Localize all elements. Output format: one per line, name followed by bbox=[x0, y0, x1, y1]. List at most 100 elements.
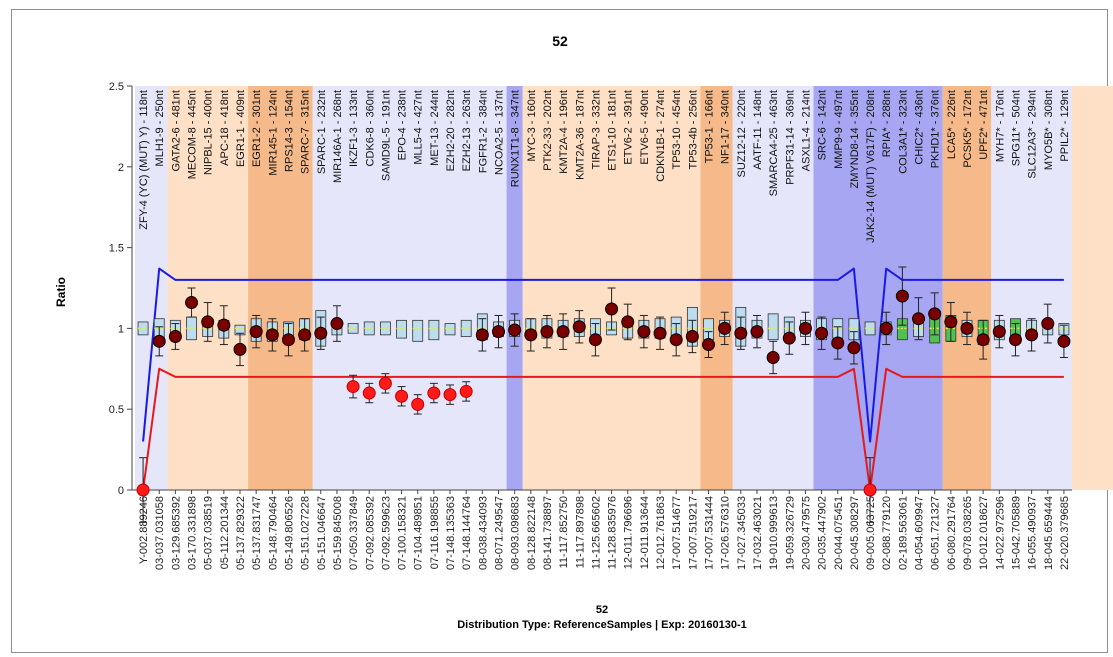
x-tick-label: Y-002.889246 bbox=[138, 496, 150, 564]
ratio-point bbox=[847, 341, 861, 355]
ratio-point bbox=[233, 342, 247, 356]
ratio-point bbox=[815, 326, 829, 340]
probe-label: MYO5B* - 308nt bbox=[1043, 90, 1055, 170]
ratio-point bbox=[782, 331, 796, 345]
ratio-point bbox=[249, 325, 263, 339]
probe-label: MYC-3 - 160nt bbox=[526, 90, 538, 162]
x-tick-label: 07-148.144764 bbox=[461, 496, 473, 570]
probe-label: APC-18 - 418nt bbox=[219, 90, 231, 166]
background-band bbox=[506, 86, 523, 490]
probe-label: SLC12A3* - 294nt bbox=[1027, 90, 1039, 179]
x-tick-label: 07-148.135363 bbox=[445, 496, 457, 570]
background-band bbox=[991, 86, 1072, 490]
x-tick-label: 12-011.796696 bbox=[623, 496, 635, 569]
probe-label: RPS14-3 - 154nt bbox=[283, 90, 295, 172]
background-band bbox=[248, 86, 313, 490]
ratio-point bbox=[459, 384, 473, 398]
ratio-point bbox=[491, 325, 505, 339]
ratio-point bbox=[411, 397, 425, 411]
probe-label: MECOM-8 - 445nt bbox=[187, 90, 199, 179]
probe-label: FGFR1-2 - 384nt bbox=[477, 90, 489, 173]
probe-label: EPO-4 - 238nt bbox=[397, 90, 409, 160]
x-tick-label: 15-042.705889 bbox=[1010, 496, 1022, 570]
y-tick-label: 0 bbox=[118, 485, 124, 497]
probe-label: MIR145-1 - 124nt bbox=[267, 90, 279, 176]
probe-label: EGR1-2 - 301nt bbox=[251, 90, 263, 167]
ratio-point bbox=[1025, 328, 1039, 342]
ratio-point bbox=[556, 325, 570, 339]
ratio-point bbox=[185, 296, 199, 310]
ratio-point bbox=[1057, 334, 1071, 348]
probe-label: PCSK5* - 172nt bbox=[962, 90, 974, 168]
x-tick-label: 04-054.609947 bbox=[914, 496, 926, 570]
x-tick-label: 17-007.531444 bbox=[704, 496, 716, 570]
probe-label: CDK6-8 - 360nt bbox=[364, 90, 376, 166]
probe-label: TIRAP-3 - 332nt bbox=[590, 90, 602, 169]
chart-title: 52 bbox=[552, 33, 568, 49]
x-tick-label: 12-011.913644 bbox=[639, 496, 651, 569]
ratio-point bbox=[831, 336, 845, 350]
ratio-point bbox=[976, 333, 990, 347]
ratio-point bbox=[265, 328, 279, 342]
probe-label: CHIC2* - 436nt bbox=[914, 90, 926, 165]
probe-label: SPG11* - 504nt bbox=[1010, 90, 1022, 166]
x-tick-label: 02-189.563061 bbox=[897, 496, 909, 570]
probe-label: MET-13 - 244nt bbox=[429, 90, 441, 166]
x-tick-label: 18-045.659444 bbox=[1043, 496, 1055, 570]
x-tick-label: 08-038.434093 bbox=[477, 496, 489, 570]
x-tick-label: 05-137.831747 bbox=[251, 496, 263, 570]
probe-label: MLL5-4 - 427nt bbox=[413, 90, 425, 165]
x-tick-label: 08-128.822148 bbox=[526, 496, 538, 570]
ratio-point bbox=[637, 325, 651, 339]
x-tick-label: 10-012.018627 bbox=[978, 496, 990, 570]
x-tick-label: 03-170.331898 bbox=[187, 496, 199, 570]
x-axis-label: 52 bbox=[596, 604, 608, 616]
probe-label: TP53-10 - 454nt bbox=[671, 90, 683, 170]
probe-label: KMT2A-36 - 187nt bbox=[574, 90, 586, 180]
background-band bbox=[167, 86, 249, 490]
y-tick-label: 2 bbox=[118, 162, 124, 174]
ratio-point bbox=[588, 333, 602, 347]
probe-label: ETV6-5 - 490nt bbox=[639, 90, 651, 165]
ratio-point bbox=[168, 329, 182, 343]
x-tick-label: 16-055.490937 bbox=[1027, 496, 1039, 570]
x-tick-label: 20-030.479575 bbox=[800, 496, 812, 570]
ratio-point bbox=[621, 315, 635, 329]
x-tick-label: 22-020.379685 bbox=[1059, 496, 1071, 570]
x-tick-label: 05-151.046647 bbox=[316, 496, 328, 570]
probe-label: UPF2* - 471nt bbox=[978, 90, 990, 160]
probe-label: TP53-4b - 256nt bbox=[687, 90, 699, 170]
ratio-point bbox=[298, 328, 312, 342]
x-tick-label: 06-051.721327 bbox=[930, 496, 942, 570]
probe-label: JAK2-14 (MUT) V617F) - 208nt bbox=[865, 90, 877, 243]
probe-label: SPARC-7 - 315nt bbox=[300, 90, 312, 174]
ratio-point bbox=[944, 315, 958, 329]
probe-label: SAMD9L-5 - 191nt bbox=[380, 90, 392, 181]
chart-subtitle: Distribution Type: ReferenceSamples | Ex… bbox=[457, 619, 747, 631]
background-band bbox=[942, 86, 992, 490]
probe-label: MLH1-9 - 250nt bbox=[154, 90, 166, 166]
y-tick-label: 1 bbox=[118, 323, 124, 335]
probe-label: EZH2-20 - 282nt bbox=[445, 90, 457, 171]
ratio-point bbox=[605, 302, 619, 316]
x-tick-label: 17-032.463021 bbox=[752, 496, 764, 570]
probe-label: PPIL2* - 129nt bbox=[1059, 90, 1071, 162]
probe-label: SMARCA4-25 - 463nt bbox=[768, 90, 780, 196]
background-band bbox=[1072, 86, 1113, 490]
distribution-box bbox=[428, 319, 440, 341]
probe-label: PKHD1* - 376nt bbox=[930, 90, 942, 168]
x-tick-label: 05-148.790464 bbox=[267, 496, 279, 570]
x-tick-label: 17-007.514677 bbox=[671, 496, 683, 570]
x-tick-label: 05-159.845008 bbox=[332, 496, 344, 570]
probe-label: RUNX1T1-8 - 347nt bbox=[510, 90, 522, 187]
ratio-point bbox=[330, 317, 344, 331]
x-tick-label: 02-088.779120 bbox=[881, 496, 893, 570]
probe-label: IKZF1-3 - 133nt bbox=[348, 90, 360, 167]
x-tick-label: 07-116.198855 bbox=[429, 496, 441, 569]
probe-label: SUZ12-12 - 220nt bbox=[736, 90, 748, 177]
ratio-point bbox=[879, 321, 893, 335]
x-tick-label: 07-104.489851 bbox=[413, 496, 425, 570]
ratio-point bbox=[152, 334, 166, 348]
ratio-point bbox=[685, 329, 699, 343]
ratio-point bbox=[540, 325, 554, 339]
